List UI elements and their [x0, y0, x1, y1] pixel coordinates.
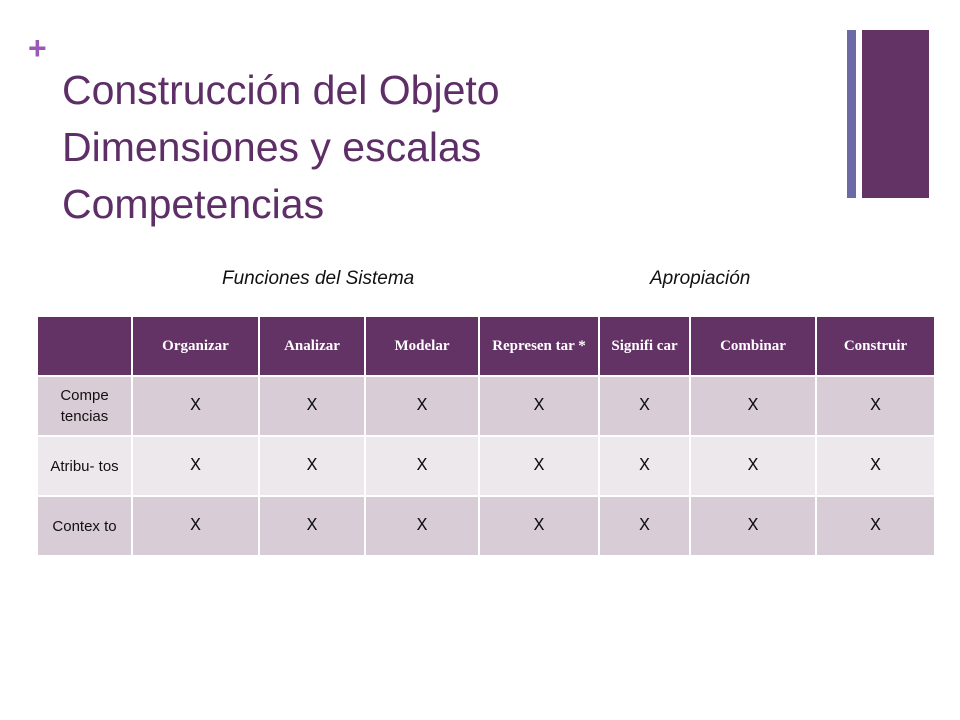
header-cell-representar: Represen tar * — [478, 315, 600, 377]
title-line-3: Competencias — [62, 181, 325, 227]
header-cell-modelar: Modelar — [364, 315, 480, 377]
table-header-row: Organizar Analizar Modelar Represen tar … — [36, 315, 936, 377]
table-cell: X — [258, 495, 366, 557]
header-cell-empty — [36, 315, 133, 377]
table-row: Compe tencias X X X X X X X — [36, 375, 936, 437]
title-line-2: Dimensiones y escalas — [62, 124, 482, 170]
table-cell: X — [478, 495, 600, 557]
table-cell: X — [689, 435, 817, 497]
decorative-bar-thin — [847, 30, 856, 198]
table-cell: X — [689, 495, 817, 557]
plus-icon: + — [28, 30, 47, 66]
table-cell: X — [364, 495, 480, 557]
table-cell: X — [131, 435, 260, 497]
table-cell: X — [598, 495, 691, 557]
table-cell: X — [598, 435, 691, 497]
table-cell: X — [598, 375, 691, 437]
table-row: Contex to X X X X X X X — [36, 495, 936, 557]
table-cell: X — [258, 435, 366, 497]
table-cell: X — [131, 495, 260, 557]
table-cell: X — [815, 375, 936, 437]
table-cell: X — [815, 495, 936, 557]
subtitle-funciones: Funciones del Sistema — [222, 268, 415, 289]
table-cell: X — [689, 375, 817, 437]
header-cell-significar: Signifi car — [598, 315, 691, 377]
title-line-1: Construcción del Objeto — [62, 67, 500, 113]
header-cell-analizar: Analizar — [258, 315, 366, 377]
header-cell-combinar: Combinar — [689, 315, 817, 377]
header-cell-construir: Construir — [815, 315, 936, 377]
header-cell-organizar: Organizar — [131, 315, 260, 377]
page-title: Construcción del Objeto Dimensiones y es… — [62, 62, 500, 233]
row-label: Compe tencias — [36, 375, 133, 437]
table-row: Atribu- tos X X X X X X X — [36, 435, 936, 497]
table-cell: X — [478, 435, 600, 497]
table-cell: X — [131, 375, 260, 437]
competencias-table: Organizar Analizar Modelar Represen tar … — [36, 315, 936, 557]
row-label: Atribu- tos — [36, 435, 133, 497]
table-cell: X — [815, 435, 936, 497]
row-label: Contex to — [36, 495, 133, 557]
table-cell: X — [258, 375, 366, 437]
table-cell: X — [364, 375, 480, 437]
decorative-bar-thick — [862, 30, 929, 198]
table-cell: X — [364, 435, 480, 497]
subtitle-apropiacion: Apropiación — [650, 268, 751, 289]
table-cell: X — [478, 375, 600, 437]
